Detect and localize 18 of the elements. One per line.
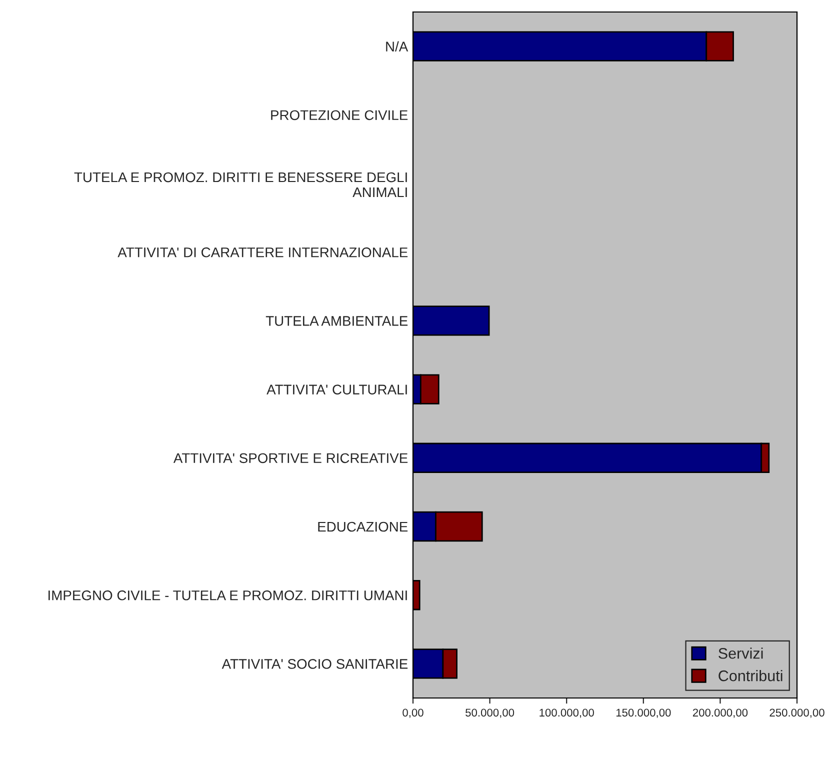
x-tick-label: 0,00 bbox=[402, 708, 424, 718]
y-tick-label: N/A bbox=[386, 41, 408, 52]
y-tick-label: TUTELA AMBIENTALE bbox=[266, 316, 408, 326]
x-tick-label: 250.000,00 bbox=[770, 708, 824, 718]
x-tick-label: 100.000,00 bbox=[540, 708, 594, 718]
y-tick-label: ATTIVITA' SPORTIVE E RICREATIVE bbox=[173, 453, 408, 464]
y-tick-label: ATTIVITA' CULTURALI bbox=[266, 384, 407, 394]
y-tick-label: ATTIVITA' SOCIO SANITARIE bbox=[222, 659, 408, 669]
y-tick-label: TUTELA E PROMOZ. DIRITTI E BENESSERE DEGLI ANIMALI bbox=[74, 172, 407, 198]
x-tick-label: 200.000,00 bbox=[692, 708, 748, 718]
legend-label: Servizi bbox=[718, 648, 763, 659]
y-tick-label: PROTEZIONE CIVILE bbox=[271, 110, 408, 120]
x-tick-label: 50.000,00 bbox=[466, 708, 514, 718]
y-tick-label: IMPEGNO CIVILE - TUTELA E PROMOZ. DIRITTI UMANI bbox=[48, 590, 407, 600]
y-tick-label: ATTIVITA' DI CARATTERE INTERNAZIONALE bbox=[118, 247, 408, 258]
y-tick-label: EDUCAZIONE bbox=[318, 522, 408, 532]
legend-label: Contributi bbox=[718, 670, 782, 682]
x-tick-label: 150.000,00 bbox=[616, 708, 671, 718]
